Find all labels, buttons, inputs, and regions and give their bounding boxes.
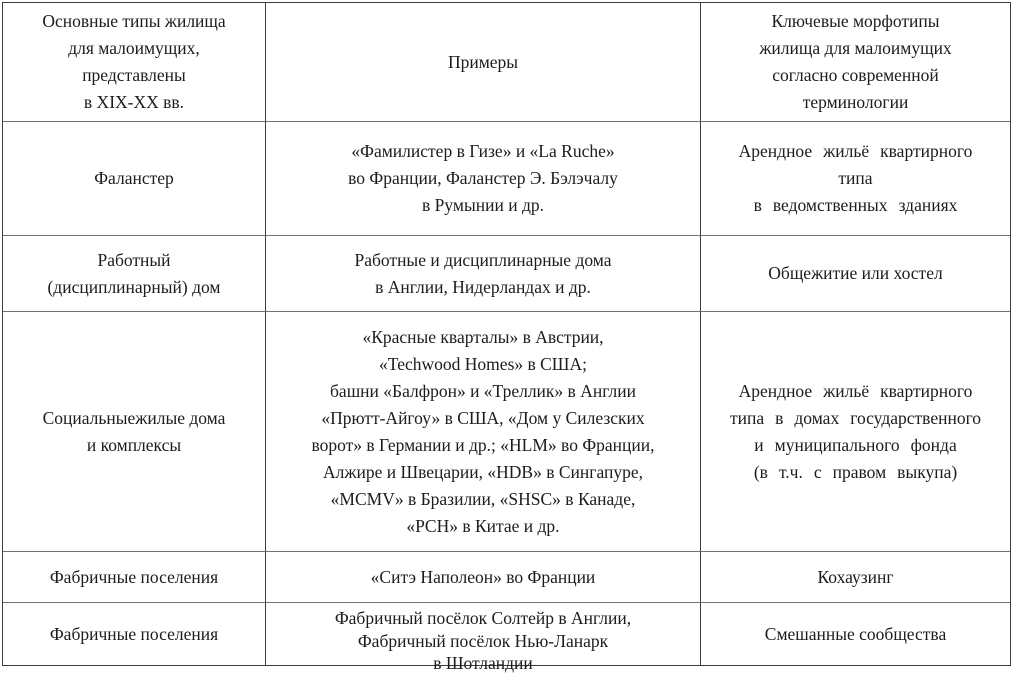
header-cell-examples: Примеры <box>266 3 701 122</box>
cell-row3-examples: «Красные кварталы» в Австрии, «Techwood … <box>266 312 701 552</box>
cell-row1-type: Фаланстер <box>3 122 266 236</box>
cell-row2-morphotype: Общежитие или хостел <box>701 236 1010 312</box>
cell-row3-type: Социальныежилые дома и комплексы <box>3 312 266 552</box>
cell-row1-examples: «Фамилистер в Гизе» и «La Ruche» во Фран… <box>266 122 701 236</box>
header-cell-main-types: Основные типы жилища для малоимущих, пре… <box>3 3 266 122</box>
cell-row2-examples: Работные и дисциплинарные дома в Англии,… <box>266 236 701 312</box>
cell-row4-morphotype: Кохаузинг <box>701 552 1010 603</box>
cell-row5-examples: Фабричный посёлок Солтейр в Англии, Фабр… <box>266 603 701 673</box>
cell-row2-type: Работный (дисциплинарный) дом <box>3 236 266 312</box>
cell-row3-morphotype: Арендное жильё квартирного типа в домах … <box>701 312 1010 552</box>
header-cell-morphotypes: Ключевые морфотипы жилища для малоимущих… <box>701 3 1010 122</box>
cell-row5-morphotype: Смешанные сообщества <box>764 623 947 644</box>
cell-row4-type: Фабричные поселения <box>3 552 266 603</box>
cell-row5-type: Фабричные поселения <box>3 603 266 665</box>
cell-row4-examples: «Ситэ Наполеон» во Франции <box>266 552 701 603</box>
cell-row1-morphotype: Арендное жильё квартирного типа в ведомс… <box>701 122 1010 236</box>
